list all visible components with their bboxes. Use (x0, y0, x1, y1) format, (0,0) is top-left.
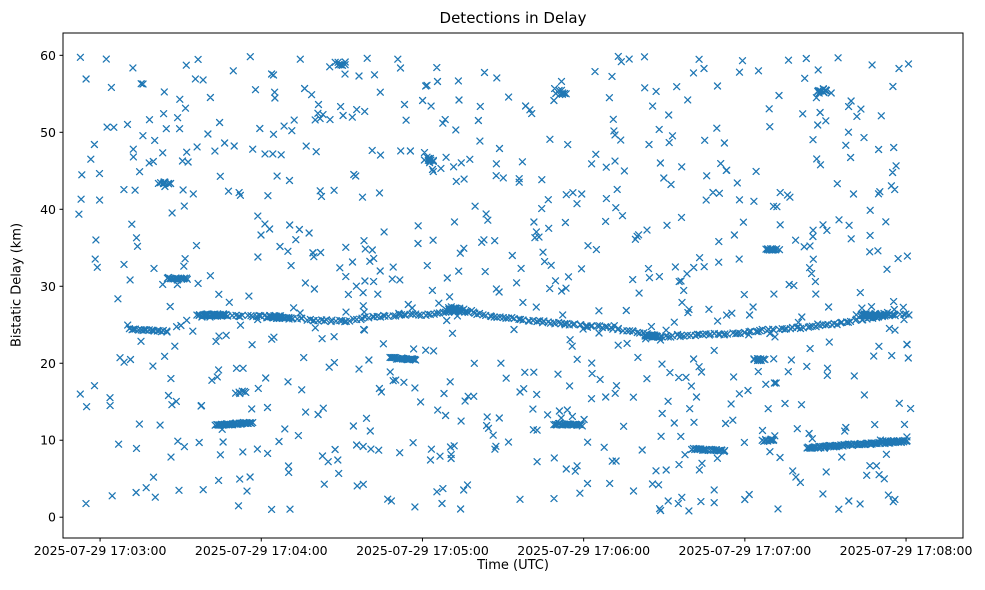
svg-text:2025-07-29 17:07:00: 2025-07-29 17:07:00 (678, 543, 811, 558)
axes-frame (62, 32, 964, 539)
scatter-points (75, 52, 915, 515)
svg-text:40: 40 (40, 202, 56, 217)
svg-text:10: 10 (40, 433, 56, 448)
chart-title: Detections in Delay (439, 9, 587, 27)
svg-text:2025-07-29 17:03:00: 2025-07-29 17:03:00 (34, 543, 167, 558)
axis-tick-labels: 2025-07-29 17:03:00 2025-07-29 17:04:00 20… (34, 48, 973, 558)
svg-text:50: 50 (40, 125, 56, 140)
x-axis-label: Time (UTC) (477, 558, 549, 573)
axis-ticks (59, 54, 907, 542)
svg-text:30: 30 (40, 279, 56, 294)
svg-text:2025-07-29 17:05:00: 2025-07-29 17:05:00 (356, 543, 489, 558)
y-axis-label: Bistatic Delay (km) (9, 222, 25, 348)
svg-text:0: 0 (48, 510, 56, 525)
svg-text:2025-07-29 17:04:00: 2025-07-29 17:04:00 (195, 543, 328, 558)
svg-text:60: 60 (40, 48, 56, 63)
svg-text:20: 20 (40, 356, 56, 371)
svg-text:2025-07-29 17:08:00: 2025-07-29 17:08:00 (840, 543, 973, 558)
svg-text:2025-07-29 17:06:00: 2025-07-29 17:06:00 (517, 543, 650, 558)
